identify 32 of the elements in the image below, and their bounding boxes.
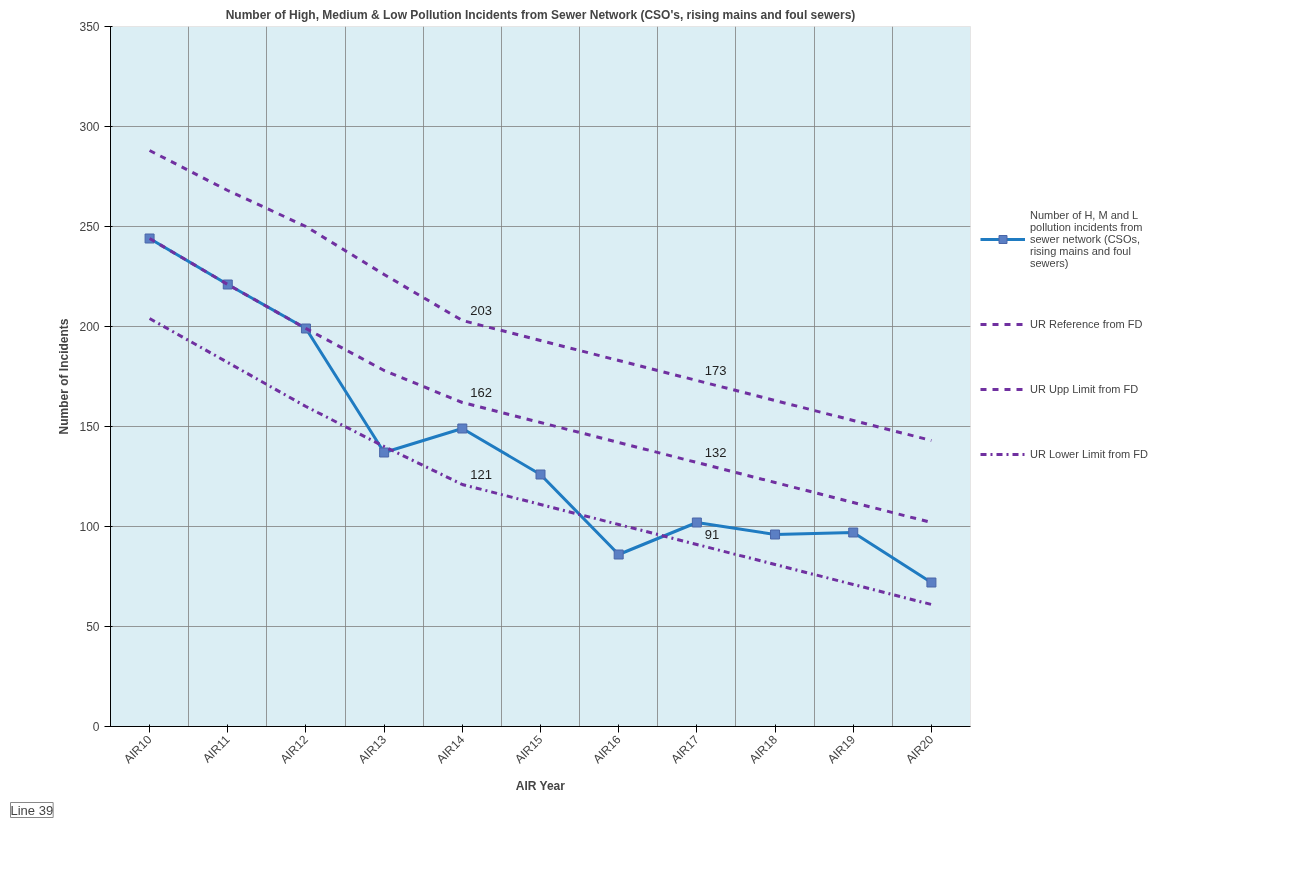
data-label: 91 (704, 526, 720, 542)
y-tick-label: 50 (86, 620, 100, 634)
data-label: 162 (470, 384, 493, 400)
x-axis-title: AIR Year (515, 778, 566, 793)
data-label: 173 (704, 362, 727, 378)
y-tick-label: 150 (79, 420, 100, 434)
point (379, 447, 390, 458)
legend-label: UR Lower Limit from FD (1030, 448, 1148, 460)
y-tick-label: 300 (79, 120, 100, 134)
point (457, 423, 468, 434)
y-tick-label: 0 (92, 720, 100, 734)
point (691, 517, 702, 528)
line-series (148, 317, 933, 606)
text: Line 39 (10, 802, 54, 818)
point (613, 549, 624, 560)
point (535, 469, 546, 480)
legend-label: UR Reference from FD (1030, 318, 1143, 330)
data-label: 121 (470, 466, 493, 482)
line-series (148, 149, 933, 442)
data-label: 132 (704, 444, 727, 460)
data-label: 203 (470, 302, 493, 318)
point (926, 577, 937, 588)
y-tick-label: 350 (79, 20, 100, 34)
y-tick-label: 250 (79, 220, 100, 234)
y-axis-title: Number of Incidents (57, 318, 72, 435)
chart-title: Number of High, Medium & Low Pollution Incidents from Sewer Network (CSO's, rising mains and foul sewers) (225, 7, 856, 22)
legend-label: UR Upp Limit from FD (1030, 383, 1139, 395)
legend-label: Number of H, M and L pollution incidents from sewer network (CSOs, rising mains and foul sewers) (1030, 209, 1143, 269)
y-tick-label: 200 (79, 320, 100, 334)
point (770, 529, 781, 540)
y-tick-label: 100 (79, 520, 100, 534)
point (848, 527, 859, 538)
